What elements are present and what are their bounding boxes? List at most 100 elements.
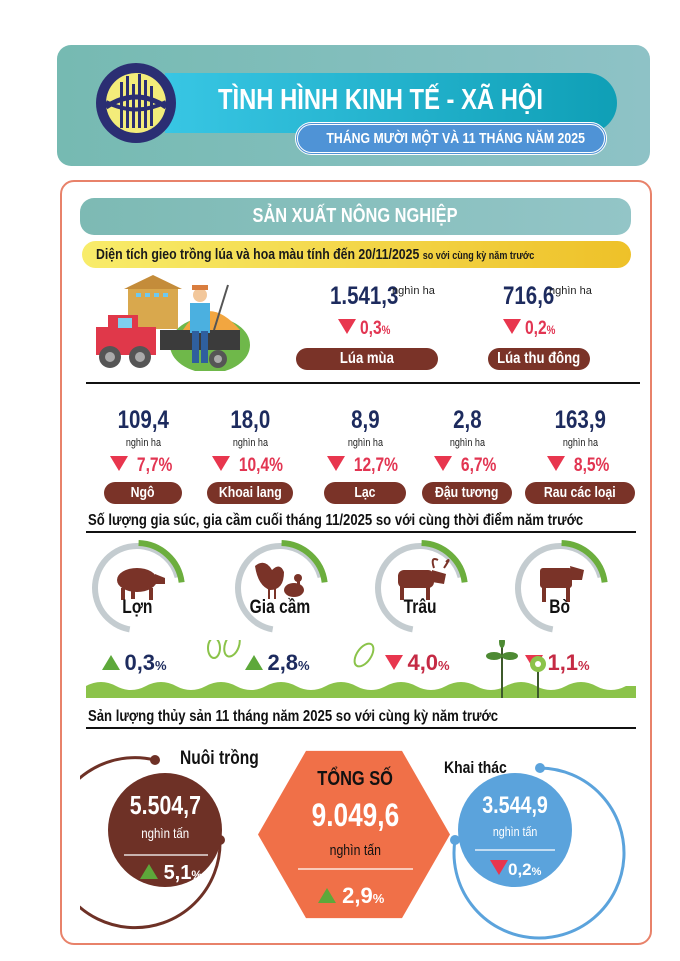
lua-mua-label-text: Lúa mùa xyxy=(340,350,394,367)
capture-circle xyxy=(458,773,572,887)
crop-label-text: Khoai lang xyxy=(218,484,282,501)
aquaculture-label: Nuôi trồng xyxy=(180,748,276,770)
lua-mua-unit: nghìn ha xyxy=(392,285,435,297)
crop-value-text: 8,9 xyxy=(350,406,380,434)
total-value: 9.049,6 xyxy=(270,797,440,834)
livestock-label: Bò xyxy=(510,597,610,619)
crop-value: 109,4 xyxy=(88,406,198,435)
livestock-label-text: Trâu xyxy=(403,597,437,618)
crop-change: 7,7% xyxy=(88,455,198,477)
livestock-ring xyxy=(232,540,328,636)
lua-thu-dong-change: 0,2% xyxy=(503,318,563,340)
crop-change: 8,5% xyxy=(525,455,635,477)
leaf-icon xyxy=(353,642,375,668)
livestock-change-value: 4,0 xyxy=(407,650,439,675)
crop-unit-text: nghìn ha xyxy=(449,437,485,449)
aquaculture-circle xyxy=(108,773,222,887)
lua-thu-dong-label: Lúa thu đông xyxy=(488,348,590,370)
crop-label: Đậu tương xyxy=(422,482,512,504)
lua-thu-dong-unit: nghìn ha xyxy=(549,285,592,297)
section-title: SẢN XUẤT NÔNG NGHIỆP xyxy=(80,198,631,235)
aquaculture-unit-text: nghìn tấn xyxy=(141,825,189,841)
down-arrow-icon xyxy=(326,456,345,471)
aquaculture-value-text: 5.504,7 xyxy=(129,790,201,820)
aquaculture-change: 5,1% xyxy=(140,862,202,885)
page-title-text: TÌNH HÌNH KINH TẾ - XÃ HỘI xyxy=(218,84,544,116)
crop-label: Ngô xyxy=(104,482,182,504)
livestock-ring xyxy=(512,540,608,636)
crops-title-tail: so với cùng kỳ năm trước xyxy=(422,250,535,262)
livestock-change-value: 0,3 xyxy=(124,650,156,675)
down-arrow-icon xyxy=(338,319,356,334)
crop-value: 18,0 xyxy=(195,406,305,435)
lua-mua-label: Lúa mùa xyxy=(296,348,438,370)
livestock-title: Số lượng gia súc, gia cầm cuối tháng 11/… xyxy=(88,512,680,530)
lua-mua-value: 1.541,3 xyxy=(330,282,399,310)
lua-thu-dong-value: 716,6 xyxy=(503,282,555,310)
fishery-title-text: Sản lượng thủy sản 11 tháng năm 2025 so … xyxy=(88,708,499,725)
crops-title: Diện tích gieo trồng lúa và hoa màu tính… xyxy=(82,241,631,268)
crop-value: 163,9 xyxy=(525,406,635,435)
total-label: TỔNG SỐ xyxy=(285,768,425,791)
crop-value-text: 18,0 xyxy=(230,406,270,434)
lua-thu-dong-label-text: Lúa thu đông xyxy=(497,350,581,367)
up-arrow-icon xyxy=(102,655,120,670)
livestock-title-text: Số lượng gia súc, gia cầm cuối tháng 11/… xyxy=(88,512,584,529)
crop-label-text: Rau các loại xyxy=(544,484,616,501)
crop-label-text: Đậu tương xyxy=(435,484,499,501)
livestock-change: 2,8% xyxy=(245,650,310,676)
livestock-change: 4,0% xyxy=(385,650,450,676)
up-arrow-icon xyxy=(140,864,158,879)
capture-value: 3.544,9 xyxy=(458,792,572,820)
pct-sign: % xyxy=(382,323,391,337)
up-arrow-icon xyxy=(318,888,336,903)
capture-unit-text: nghìn tấn xyxy=(492,824,538,839)
crop-unit: nghìn ha xyxy=(412,437,522,449)
crop-unit-text: nghìn ha xyxy=(347,437,383,449)
pct-sign: % xyxy=(191,868,203,882)
divider xyxy=(86,727,636,729)
livestock-label: Trâu xyxy=(370,597,470,619)
leaf-icon xyxy=(223,640,241,658)
aquaculture-arc xyxy=(80,756,222,930)
livestock-label: Gia cầm xyxy=(230,597,330,619)
rice-main-value: 1.541,3 xyxy=(330,282,413,311)
poultry-icon xyxy=(255,562,304,599)
crop-change: 12,7% xyxy=(310,455,420,477)
crop-label-text: Lạc xyxy=(354,484,376,501)
livestock-label-text: Bò xyxy=(549,597,571,618)
pct-sign: % xyxy=(438,658,450,673)
crop-unit-text: nghìn ha xyxy=(125,437,161,449)
crop-unit: nghìn ha xyxy=(525,437,635,449)
total-change: 2,9% xyxy=(318,883,384,909)
pig-icon xyxy=(117,568,165,600)
crop-change: 6,7% xyxy=(412,455,522,477)
crop-change: 10,4% xyxy=(195,455,305,477)
crop-change-value: 10,4% xyxy=(239,455,284,476)
crop-label: Lạc xyxy=(324,482,406,504)
capture-label: Khai thác xyxy=(444,758,521,778)
crop-unit-text: nghìn ha xyxy=(562,437,598,449)
capture-change: 0,2% xyxy=(490,860,541,880)
livestock-label-text: Lợn xyxy=(121,597,153,618)
lua-thu-dong-change-value: 0,2 xyxy=(525,318,548,339)
aquaculture-label-text: Nuôi trồng xyxy=(180,748,259,769)
livestock-ring xyxy=(372,540,468,636)
crop-value-text: 109,4 xyxy=(117,406,169,434)
ground-decoration xyxy=(86,640,636,698)
crop-change-value: 12,7% xyxy=(354,455,399,476)
livestock-label: Lợn xyxy=(87,597,187,619)
divider xyxy=(86,382,640,384)
livestock-change-value: 2,8 xyxy=(267,650,299,675)
down-arrow-icon xyxy=(503,319,521,334)
down-arrow-icon xyxy=(547,456,566,471)
period-subtitle: THÁNG MƯỜI MỘT VÀ 11 THÁNG NĂM 2025 xyxy=(295,122,607,155)
crop-value: 8,9 xyxy=(310,406,420,435)
aquaculture-unit: nghìn tấn xyxy=(108,825,222,841)
gso-logo xyxy=(96,63,176,143)
livestock-change-value: 1,1 xyxy=(547,650,579,675)
down-arrow-icon xyxy=(110,456,129,471)
total-label-text: TỔNG SỐ xyxy=(317,768,393,790)
pct-sign: % xyxy=(547,323,556,337)
section-title-text: SẢN XUẤT NÔNG NGHIỆP xyxy=(252,205,459,227)
